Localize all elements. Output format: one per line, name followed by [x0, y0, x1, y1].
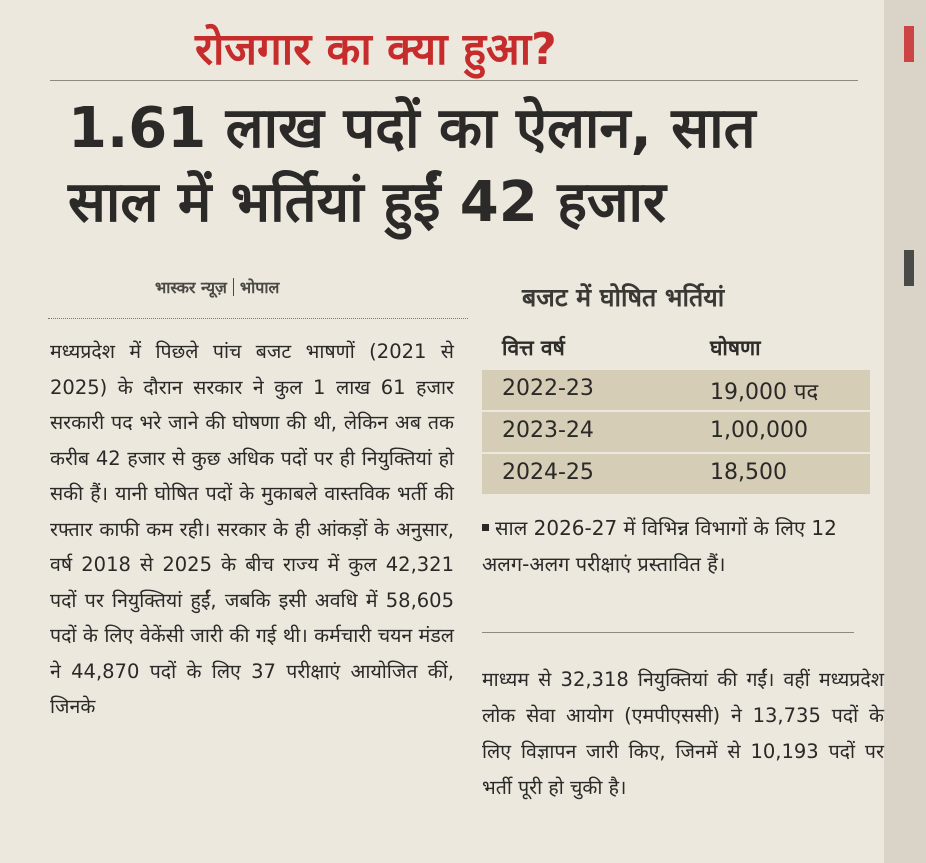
row-year: 2024-25	[502, 460, 594, 485]
headline-line-2: साल में भर्तियां हुईं 42 हजार	[68, 170, 666, 235]
article-body-left: मध्यप्रदेश में पिछले पांच बजट भाषणों (20…	[50, 334, 454, 725]
edge-dark-mark	[904, 250, 914, 286]
table-title: बजट में घोषित भर्तियां	[522, 283, 725, 312]
table-row: 2022-23 19,000 पद	[482, 370, 870, 410]
bullet-icon	[482, 524, 489, 531]
row-value: 19,000 पद	[710, 380, 819, 405]
top-divider	[50, 80, 858, 81]
headline-line-1: 1.61 लाख पदों का ऐलान, सात	[68, 96, 756, 161]
row-year: 2022-23	[502, 376, 594, 401]
row-year: 2023-24	[502, 418, 594, 443]
article-body-right: माध्यम से 32,318 नियुक्तियां की गईं। वही…	[482, 662, 884, 806]
header-announcement: घोषणा	[710, 336, 761, 360]
table-note: साल 2026-27 में विभिन्न विभागों के लिए 1…	[482, 510, 862, 582]
byline: भास्कर न्यूज़ भोपाल	[155, 276, 279, 300]
row-value: 1,00,000	[710, 418, 808, 443]
byline-separator	[232, 278, 234, 296]
table-header: वित्त वर्ष घोषणा	[482, 326, 870, 370]
right-divider	[482, 632, 854, 633]
article-paragraph-left: मध्यप्रदेश में पिछले पांच बजट भाषणों (20…	[50, 340, 454, 718]
edge-red-mark	[904, 26, 914, 62]
table-row: 2023-24 1,00,000	[482, 412, 870, 452]
kicker-heading: रोजगार का क्या हुआ?	[195, 24, 557, 75]
note-text: साल 2026-27 में विभिन्न विभागों के लिए 1…	[482, 516, 837, 576]
header-year: वित्त वर्ष	[502, 336, 565, 360]
byline-divider	[48, 318, 468, 319]
headline: 1.61 लाख पदों का ऐलान, सात साल में भर्ति…	[68, 92, 868, 240]
byline-city: भोपाल	[239, 278, 280, 297]
recruitment-table: वित्त वर्ष घोषणा 2022-23 19,000 पद 2023-…	[482, 326, 870, 496]
adjacent-page-edge	[884, 0, 926, 863]
table-row: 2024-25 18,500	[482, 454, 870, 494]
article-paragraph-right: माध्यम से 32,318 नियुक्तियां की गईं। वही…	[482, 668, 884, 799]
byline-source: भास्कर न्यूज़	[155, 278, 227, 297]
row-value: 18,500	[710, 460, 787, 485]
